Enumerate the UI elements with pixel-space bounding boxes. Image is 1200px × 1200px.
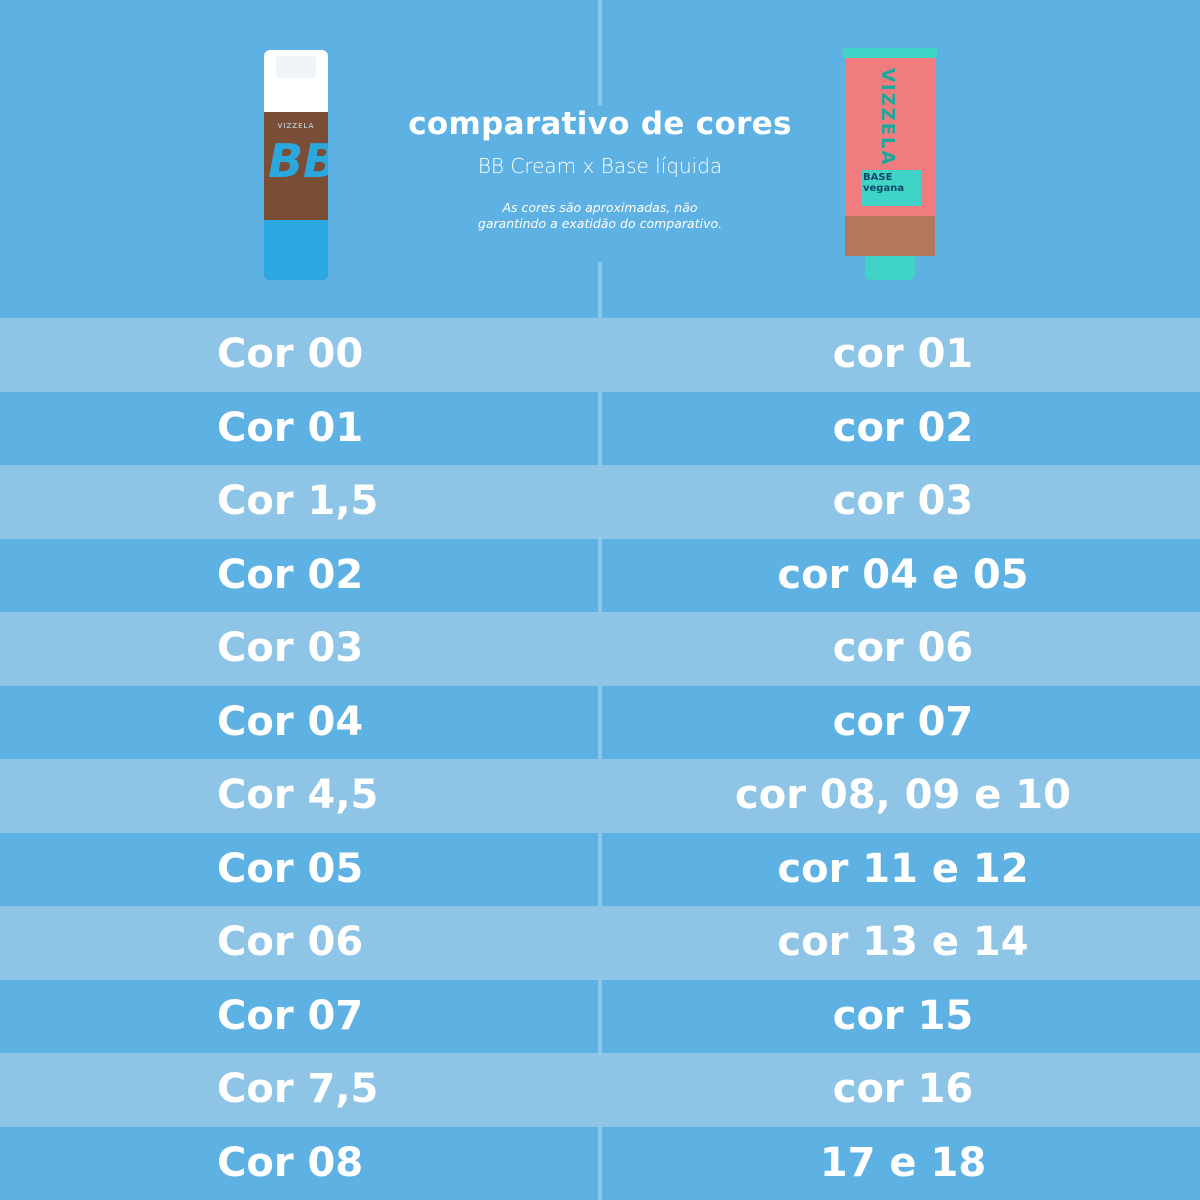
bottle-band bbox=[264, 220, 328, 280]
table-row: Cor 04 cor 07 bbox=[0, 685, 1200, 759]
bb-cream-shade: Cor 01 bbox=[217, 404, 364, 451]
tube-body bbox=[845, 58, 935, 236]
table-row: Cor 07 cor 15 bbox=[0, 979, 1200, 1053]
table-row: Cor 02 cor 04 e 05 bbox=[0, 538, 1200, 612]
bb-logo: BB bbox=[268, 134, 328, 188]
brand-logo: VIZZELA bbox=[277, 122, 315, 130]
table-row: Cor 01 cor 02 bbox=[0, 391, 1200, 465]
base-shade: cor 15 bbox=[832, 992, 974, 1039]
comparison-table: Cor 00 cor 01 Cor 01 cor 02 Cor 1,5 cor 03 Cor… bbox=[0, 318, 1200, 1200]
base-shade: cor 01 bbox=[832, 331, 974, 377]
tube-seal bbox=[843, 48, 937, 58]
tube-swatch bbox=[845, 216, 935, 256]
table-row: Cor 06 cor 13 e 14 bbox=[0, 906, 1200, 980]
bottle-body: VIZZELA BB bbox=[264, 112, 328, 280]
table-row: Cor 05 cor 11 e 12 bbox=[0, 832, 1200, 906]
bb-cream-shade: Cor 02 bbox=[217, 551, 364, 598]
table-row: Cor 4,5 cor 08, 09 e 10 bbox=[0, 759, 1200, 833]
base-shade: cor 02 bbox=[832, 404, 974, 451]
base-shade: cor 11 e 12 bbox=[777, 845, 1029, 892]
bb-cream-product-image: VIZZELA BB bbox=[264, 50, 328, 280]
brand-logo: VIZZELA bbox=[877, 68, 898, 167]
page-title: comparativo de cores bbox=[408, 106, 792, 142]
base-shade: 17 e 18 bbox=[819, 1139, 987, 1186]
pump bbox=[264, 50, 328, 112]
header: VIZZELA BB comparativo de cores BB Cream… bbox=[0, 0, 1200, 318]
tube-cap bbox=[865, 256, 915, 280]
base-shade: cor 03 bbox=[832, 478, 974, 524]
divider bbox=[598, 262, 602, 318]
base-shade: cor 06 bbox=[832, 625, 974, 671]
bb-cream-shade: Cor 05 bbox=[217, 845, 364, 892]
bb-cream-shade: Cor 00 bbox=[217, 331, 364, 377]
bb-cream-shade: Cor 1,5 bbox=[217, 478, 379, 524]
bb-cream-shade: Cor 03 bbox=[217, 625, 364, 671]
bb-cream-shade: Cor 07 bbox=[217, 992, 364, 1039]
bb-cream-shade: Cor 06 bbox=[217, 919, 364, 965]
bb-cream-shade: Cor 04 bbox=[217, 698, 364, 745]
divider bbox=[598, 0, 602, 105]
table-row: Cor 1,5 cor 03 bbox=[0, 465, 1200, 539]
table-row: Cor 00 cor 01 bbox=[0, 318, 1200, 392]
bb-cream-shade: Cor 4,5 bbox=[217, 772, 379, 818]
bb-cream-shade: Cor 7,5 bbox=[217, 1066, 379, 1112]
base-shade: cor 16 bbox=[832, 1066, 974, 1112]
base-shade: cor 07 bbox=[832, 698, 974, 745]
base-shade: cor 13 e 14 bbox=[777, 919, 1029, 965]
bb-cream-shade: Cor 08 bbox=[217, 1139, 364, 1186]
base-liquida-product-image: VIZZELA BASE vegana bbox=[843, 48, 937, 280]
page-subtitle: BB Cream x Base líquida bbox=[477, 154, 723, 178]
base-shade: cor 08, 09 e 10 bbox=[735, 772, 1071, 818]
disclaimer-note: As cores são aproximadas, não garantindo… bbox=[477, 200, 723, 231]
table-row: Cor 03 cor 06 bbox=[0, 612, 1200, 686]
product-label: BASE vegana bbox=[861, 170, 921, 206]
table-row: Cor 7,5 cor 16 bbox=[0, 1053, 1200, 1127]
table-row: Cor 08 17 e 18 bbox=[0, 1126, 1200, 1200]
base-shade: cor 04 e 05 bbox=[777, 551, 1029, 598]
